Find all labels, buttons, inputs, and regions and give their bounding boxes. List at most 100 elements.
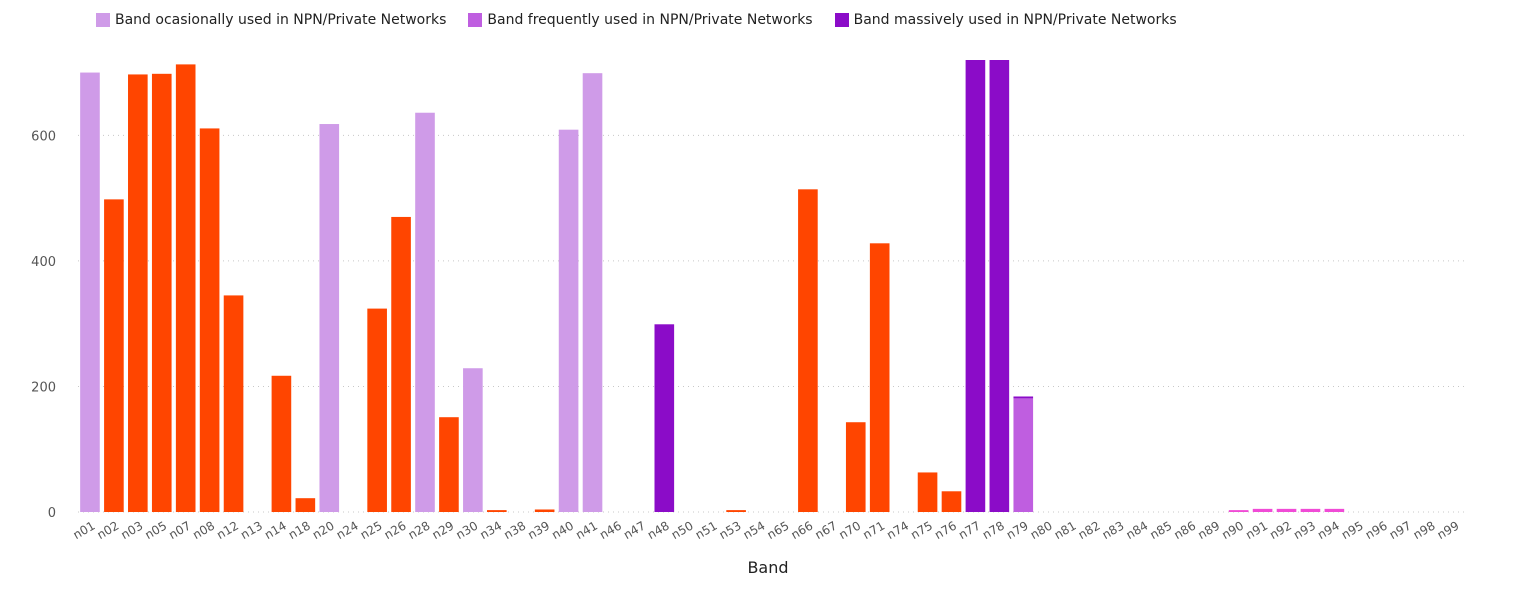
x-tick-label: n80 [1028,518,1055,542]
x-tick-label: n25 [358,518,385,542]
x-tick-label: n47 [621,518,648,542]
x-tick-label: n20 [310,518,337,542]
x-tick-label: n66 [789,518,816,542]
y-tick-label: 200 [31,380,56,395]
x-tick-label: n71 [860,518,887,542]
legend-item-occasional[interactable]: Band ocasionally used in NPN/Private Net… [96,12,446,28]
bars [80,60,1345,513]
bar-n91[interactable] [1252,508,1273,512]
x-tick-label: n14 [262,518,289,542]
x-tick-label: n84 [1124,518,1151,542]
chart-legend: Band ocasionally used in NPN/Private Net… [96,12,1177,28]
x-tick-label: n98 [1411,518,1438,542]
bar-n07[interactable] [175,64,196,513]
bar-n05[interactable] [151,73,172,513]
x-tick-label: n02 [95,518,122,542]
x-tick-label: n48 [645,518,672,542]
x-tick-label: n74 [884,518,911,542]
bar-n40[interactable] [558,129,579,512]
bar-n39[interactable] [534,509,555,512]
bar-n03[interactable] [128,74,148,512]
legend-item-massive[interactable]: Band massively used in NPN/Private Netwo… [834,12,1177,28]
bar-n14[interactable] [271,375,292,512]
x-tick-label: n77 [956,518,983,542]
legend-label-massive: Band massively used in NPN/Private Netwo… [853,12,1177,28]
bar-n53[interactable] [726,510,746,512]
x-tick-label: n76 [932,518,959,542]
bar-n76[interactable] [941,491,962,512]
bar-n48[interactable] [654,324,675,512]
bar-n18[interactable] [295,498,316,512]
x-tick-label: n53 [717,518,744,542]
y-tick-label: 0 [48,506,56,521]
y-axis: 0 200 400 600 [31,129,56,521]
x-tick-label: n08 [190,518,217,542]
x-tick-label: n40 [549,518,576,542]
x-tick-label: n94 [1315,518,1342,542]
bar-n01[interactable] [80,72,100,513]
x-tick-label: n78 [980,518,1007,542]
x-tick-label: n51 [693,518,720,542]
x-tick-label: n96 [1363,518,1390,542]
bar-n28[interactable] [415,112,435,512]
bar-n77[interactable] [965,60,986,512]
x-tick-label: n67 [813,518,840,542]
x-tick-label: n65 [765,518,792,542]
bar-n79[interactable] [1013,398,1034,512]
legend-swatch-massive [834,13,849,27]
bar-n71[interactable] [869,243,890,513]
x-tick-label: n05 [142,518,169,542]
x-tick-label: n70 [836,518,863,542]
bar-n34[interactable] [486,510,507,512]
bar-n94[interactable] [1324,508,1345,512]
bar-n75[interactable] [917,472,938,512]
bar-n78[interactable] [989,60,1010,512]
x-tick-label: n13 [238,518,265,542]
legend-swatch-frequent [468,13,483,27]
bar-n30[interactable] [463,368,483,512]
bar-n41[interactable] [582,73,603,512]
x-tick-label: n99 [1435,518,1462,542]
y-tick-label: 400 [31,255,56,270]
x-tick-label: n90 [1219,518,1246,542]
x-tick-label: n03 [119,518,146,542]
x-tick-label: n26 [382,518,409,542]
bar-n90[interactable] [1228,510,1249,512]
x-tick-label: n97 [1387,518,1414,542]
legend-label-occasional: Band ocasionally used in NPN/Private Net… [115,12,447,28]
x-tick-label: n46 [597,518,624,542]
x-axis: n01n02n03n05n07n08n12n13n14n18n20n24n25n… [71,518,1462,542]
x-tick-label: n92 [1267,518,1294,542]
bar-n79[interactable] [1013,396,1034,399]
x-tick-label: n82 [1076,518,1103,542]
x-tick-label: n89 [1195,518,1222,542]
x-tick-label: n41 [573,518,600,542]
x-tick-label: n24 [334,518,361,542]
x-tick-label: n91 [1243,518,1270,542]
x-tick-label: n29 [430,518,457,542]
bar-n70[interactable] [845,422,866,512]
bar-n29[interactable] [439,417,459,512]
x-tick-label: n81 [1052,518,1079,542]
bar-n20[interactable] [319,124,340,513]
x-tick-label: n28 [406,518,433,542]
x-tick-label: n54 [741,518,768,542]
bar-n93[interactable] [1300,508,1321,512]
bar-n92[interactable] [1276,508,1297,512]
legend-swatch-occasional [96,13,110,27]
bar-n12[interactable] [223,295,244,512]
legend-item-frequent[interactable]: Band frequently used in NPN/Private Netw… [468,12,813,28]
x-tick-label: n50 [669,518,696,542]
y-tick-label: 600 [31,129,56,144]
x-tick-label: n30 [454,518,481,542]
bar-n66[interactable] [798,189,818,513]
x-tick-label: n95 [1339,518,1366,542]
bar-n25[interactable] [367,308,387,512]
bar-n08[interactable] [199,128,220,512]
bar-n26[interactable] [391,216,411,512]
x-axis-title: Band [747,558,788,577]
x-tick-label: n93 [1291,518,1318,542]
x-tick-label: n38 [501,518,528,542]
bar-n02[interactable] [104,199,124,512]
x-tick-label: n34 [477,518,504,542]
